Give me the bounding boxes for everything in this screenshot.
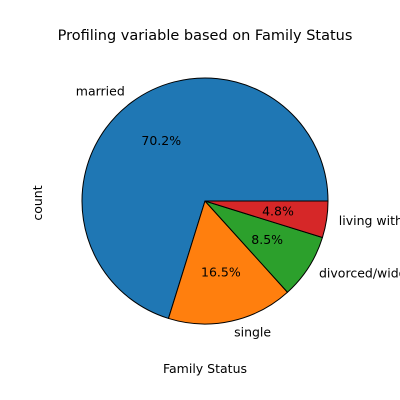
x-axis-label: Family Status	[163, 361, 247, 376]
pie-slice-0	[81, 77, 329, 319]
pie-slices	[81, 77, 329, 325]
slice-percent-2: 8.5%	[251, 232, 283, 247]
slice-label-2: divorced/widowed	[319, 265, 400, 280]
chart-title: Profiling variable based on Family Statu…	[58, 28, 353, 44]
slice-label-3: living with partner	[339, 213, 400, 228]
slice-label-0: married	[76, 84, 125, 99]
pie-slice-1	[167, 200, 288, 325]
pie-slice-3	[204, 200, 329, 239]
y-axis-label: count	[30, 185, 45, 220]
pie-labels: married 70.2% single 16.5% divorced/widowed 8…	[76, 84, 400, 340]
slice-label-1: single	[234, 325, 271, 340]
slice-percent-0: 70.2%	[141, 133, 181, 148]
slice-percent-1: 16.5%	[201, 265, 241, 280]
slice-percent-3: 4.8%	[262, 204, 294, 219]
